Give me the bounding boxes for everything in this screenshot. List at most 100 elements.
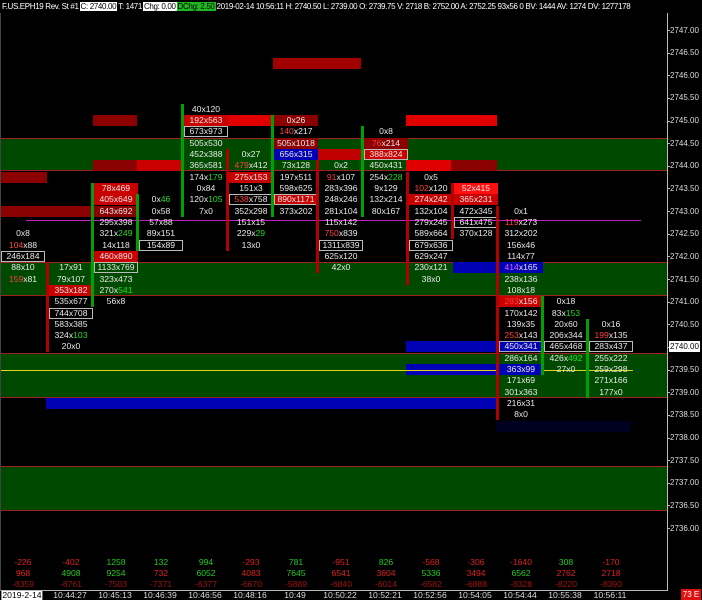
footprint-cell[interactable]: 78469 [94,182,138,194]
footprint-cell[interactable]: 253143 [499,330,543,341]
footprint-cell[interactable]: 750839 [319,228,363,239]
footprint-cell[interactable]: 05 [409,172,453,183]
footprint-cell[interactable]: 79107 [49,274,93,285]
footprint-cell[interactable]: 21631 [499,398,543,409]
footprint-cell[interactable]: 270 [544,364,588,375]
footprint-cell[interactable]: 380 [409,274,453,285]
footprint-cell[interactable]: 027 [229,149,273,160]
footprint-cell[interactable]: 01 [499,206,543,217]
footprint-cell[interactable]: 52415 [454,182,498,194]
footprint-cell[interactable]: 76214 [364,137,408,149]
footprint-cell[interactable]: 321249 [94,228,138,239]
footprint-cell[interactable]: 9129 [364,183,408,194]
footprint-cell[interactable]: 271166 [589,375,633,386]
footprint-cell[interactable]: 14118 [94,240,138,251]
footprint-cell[interactable]: 679636 [409,239,453,251]
footprint-cell[interactable]: 026 [274,115,318,127]
footprint-cell[interactable]: 598625 [274,183,318,194]
footprint-cell[interactable]: 1513 [229,183,273,194]
footprint-cell[interactable]: 248246 [319,194,363,205]
footprint-cell[interactable]: 230121 [409,262,453,273]
footprint-cell[interactable]: 1311839 [319,239,363,251]
footprint-cell[interactable]: 420 [319,262,363,273]
footprint-cell[interactable]: 246184 [1,250,45,262]
footprint-cell[interactable]: 270541 [94,285,138,296]
footprint-cell[interactable]: 589664 [409,228,453,239]
footprint-cell[interactable]: 370128 [454,228,498,239]
footprint-cell[interactable]: 018 [544,296,588,307]
footprint-cell[interactable]: 259298 [589,364,633,375]
footprint-cell[interactable]: 656315 [274,149,318,161]
footprint-cell[interactable]: 625120 [319,251,363,262]
footprint-cell[interactable]: 254228 [364,172,408,183]
footprint-cell[interactable]: 119273 [499,217,543,228]
footprint-cell[interactable]: 197511 [274,172,318,183]
footprint-cell[interactable]: 73128 [274,160,318,171]
footprint-cell[interactable]: 629247 [409,251,453,262]
footprint-cell[interactable]: 312202 [499,228,543,239]
footprint-cell[interactable]: 89151 [139,228,183,239]
footprint-cell[interactable]: 5051018 [274,137,318,149]
footprint-cell[interactable]: 373202 [274,206,318,217]
footprint-cell[interactable]: 80167 [364,206,408,217]
footprint-cell[interactable]: 324103 [49,330,93,341]
footprint-cell[interactable]: 301363 [499,387,543,398]
footprint-cell[interactable]: 83153 [544,308,588,319]
footprint-cell[interactable]: 286164 [499,353,543,364]
footprint-cell[interactable]: 450341 [499,341,543,353]
footprint-cell[interactable]: 388824 [364,149,408,161]
footprint-cell[interactable]: 568 [94,296,138,307]
footprint-cell[interactable]: 80 [499,409,543,420]
footprint-cell[interactable]: 11477 [499,251,543,262]
footprint-cell[interactable]: 283437 [589,341,633,353]
footprint-cell[interactable]: 281104 [319,206,363,217]
footprint-cell[interactable]: 583385 [49,319,93,330]
footprint-cell[interactable]: 22929 [229,228,273,239]
footprint-cell[interactable]: 283396 [319,183,363,194]
footprint-cell[interactable]: 274242 [409,194,453,206]
footprint-cell[interactable]: 643692 [94,205,138,217]
footprint-cell[interactable]: 199135 [589,330,633,341]
footprint-cell[interactable]: 2060 [544,319,588,330]
footprint-cell[interactable]: 405649 [94,194,138,206]
footprint-cell[interactable]: 5788 [139,217,183,228]
footprint-cell[interactable]: 8901171 [274,194,318,206]
footprint-cell[interactable]: 426492 [544,353,588,364]
footprint-cell[interactable]: 10488 [1,240,45,251]
footprint-cell[interactable]: 10818 [499,285,543,296]
footprint-cell[interactable]: 15489 [139,239,183,251]
footprint-cell[interactable]: 673973 [184,126,228,138]
footprint-cell[interactable]: 15981 [1,274,45,285]
footprint-cell[interactable]: 36399 [499,364,543,376]
footprint-cell[interactable]: 352298 [229,206,273,217]
footprint-cell[interactable]: 538758 [229,194,273,206]
footprint-cell[interactable]: 17169 [499,375,543,386]
footprint-cell[interactable]: 130 [229,240,273,251]
footprint-cell[interactable]: 353182 [49,284,93,296]
footprint-cell[interactable]: 046 [139,194,183,205]
footprint-cell[interactable]: 200 [49,341,93,352]
footprint-cell[interactable]: 279245 [409,217,453,228]
footprint-cell[interactable]: 192563 [184,115,228,127]
footprint-cell[interactable]: 1791 [49,262,93,273]
footprint-cell[interactable]: 206344 [544,330,588,341]
footprint-cell[interactable]: 132214 [364,194,408,205]
footprint-cell[interactable]: 472345 [454,206,498,217]
footprint-cell[interactable]: 02 [319,160,363,171]
footprint-cell[interactable]: 115142 [319,217,363,228]
footprint-cell[interactable]: 295398 [94,217,138,228]
footprint-cell[interactable]: 70 [184,206,228,217]
footprint-cell[interactable]: 744708 [49,307,93,319]
footprint-cell[interactable]: 323473 [94,274,138,285]
footprint-cell[interactable]: 132104 [409,206,453,217]
footprint-cell[interactable]: 465468 [544,341,588,353]
footprint-cell[interactable]: 8810 [1,262,45,273]
footprint-cell[interactable]: 40120 [184,104,228,115]
footprint-cell[interactable]: 275153 [229,171,273,183]
footprint-cell[interactable]: 641475 [454,216,498,228]
footprint-cell[interactable]: 08 [364,126,408,137]
footprint-cell[interactable]: 414165 [499,262,543,274]
footprint-chart[interactable]: 0810488246184881015981-226968-8359179179… [0,13,668,591]
footprint-cell[interactable]: 140217 [274,126,318,137]
